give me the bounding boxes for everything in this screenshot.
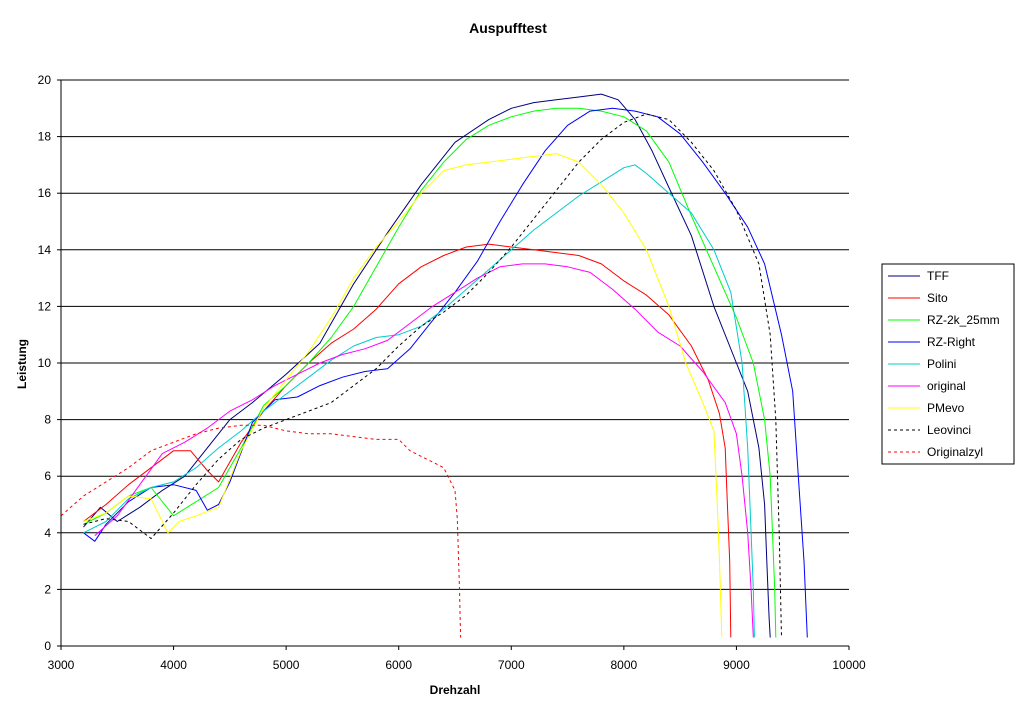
legend-label: Leovinci	[927, 423, 971, 437]
y-tick-label: 12	[38, 299, 52, 313]
y-tick-label: 20	[38, 73, 52, 87]
x-tick-label: 6000	[385, 658, 412, 672]
y-tick-label: 2	[44, 582, 51, 596]
x-tick-label: 8000	[611, 658, 638, 672]
series-line-6	[83, 153, 723, 638]
y-tick-label: 14	[38, 243, 52, 257]
x-tick-labels: 3000 4000 5000 6000 7000 8000 9000 10000	[48, 646, 866, 672]
legend-label: original	[927, 379, 966, 393]
x-tick-label: 9000	[723, 658, 750, 672]
x-tick-label: 4000	[160, 658, 187, 672]
legend: TFF Sito RZ-2k_25mm RZ-Right Polini original P…	[881, 263, 1015, 465]
grid-lines	[61, 79, 849, 590]
y-tick-label: 10	[38, 356, 52, 370]
y-tick-labels: 0 2 4 6 8 10 12 14 16 18 20	[38, 73, 61, 653]
series-line-1	[83, 243, 732, 638]
series-line-5	[94, 263, 754, 638]
y-tick-label: 6	[44, 469, 51, 483]
y-tick-label: 0	[44, 639, 51, 653]
y-tick-label: 4	[44, 526, 51, 540]
legend-label: Sito	[927, 291, 948, 305]
series-line-7	[83, 113, 782, 638]
legend-label: Originalzyl	[927, 445, 983, 459]
x-tick-label: 5000	[273, 658, 300, 672]
legend-label: RZ-Right	[927, 335, 976, 349]
series-lines	[60, 93, 808, 638]
y-tick-label: 8	[44, 413, 51, 427]
y-axis-label: Leistung	[15, 339, 29, 389]
legend-label: Polini	[927, 357, 956, 371]
series-line-8	[60, 424, 462, 638]
series-line-4	[83, 164, 755, 638]
x-axis-label: Drehzahl	[430, 683, 481, 697]
legend-label: TFF	[927, 269, 949, 283]
chart-title: Auspufftest	[469, 20, 547, 36]
series-line-2	[83, 107, 777, 638]
series-line-0	[83, 93, 771, 638]
x-tick-label: 7000	[498, 658, 525, 672]
y-tick-label: 16	[38, 186, 52, 200]
legend-label: RZ-2k_25mm	[927, 313, 1000, 327]
y-tick-label: 18	[38, 130, 52, 144]
x-tick-label: 3000	[48, 658, 75, 672]
legend-label: PMevo	[927, 401, 965, 415]
x-tick-label: 10000	[832, 658, 866, 672]
series-line-3	[83, 107, 808, 638]
